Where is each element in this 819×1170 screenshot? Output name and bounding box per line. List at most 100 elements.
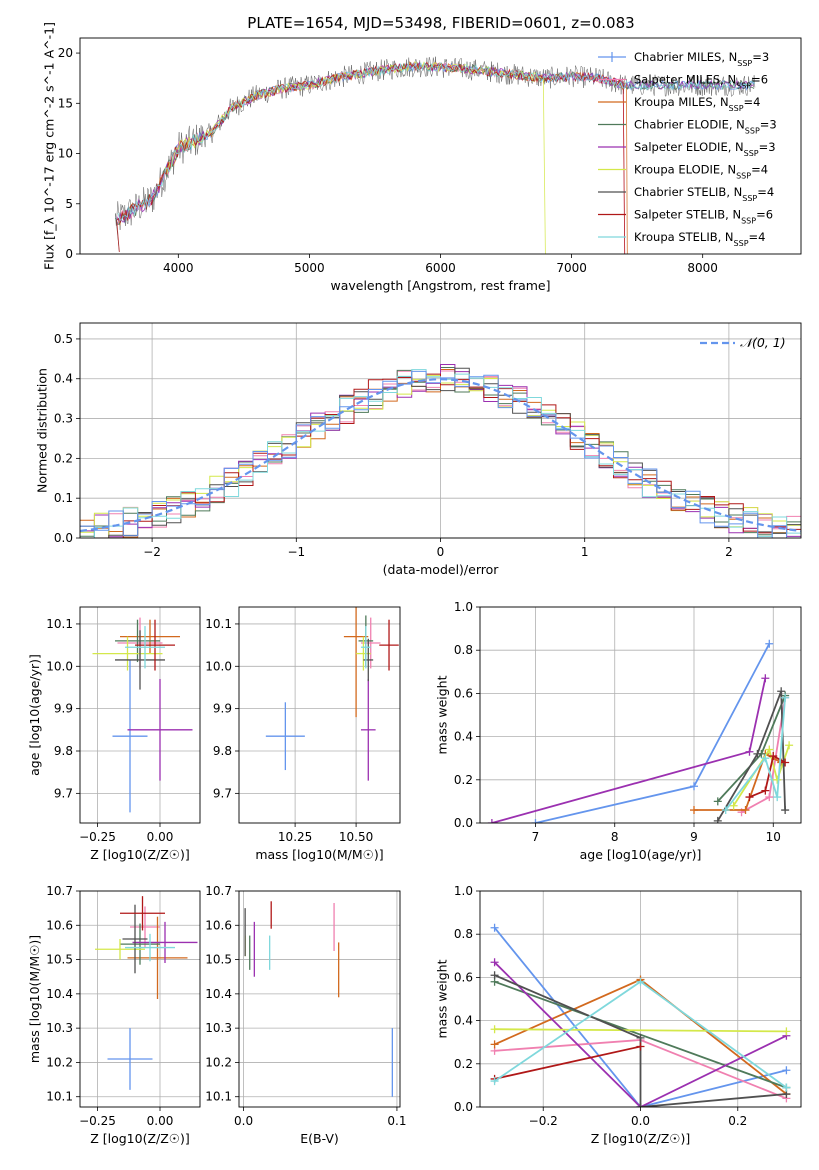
- axes-frame: [79, 322, 802, 539]
- x-tick-label: 8: [611, 830, 619, 844]
- mass-weight-marker-8: [721, 806, 730, 815]
- mass-weight-marker-0: [490, 923, 499, 932]
- plot-area: [244, 901, 393, 1097]
- legend-label-2: Kroupa MILES, NSSP=4: [634, 95, 760, 113]
- y-tick-label: 0.6: [454, 970, 473, 984]
- y-tick-label: 15: [58, 96, 73, 110]
- axes-frame: [79, 890, 201, 1108]
- legend-label-5: Kroupa ELODIE, NSSP=4: [634, 163, 768, 181]
- x-tick-label: 9: [690, 830, 698, 844]
- mass-weight-marker-0: [782, 1066, 791, 1075]
- plot-area: [115, 56, 756, 254]
- y-tick-label: 0.2: [454, 773, 473, 787]
- axes-age_vs_Z: −0.25 0.00 9.7 9.8 9.9 10.0 10.1 Z [log10(Z/Z☉)…: [27, 606, 201, 862]
- axes-frame: [238, 606, 401, 824]
- x-tick-label: 0: [437, 545, 445, 559]
- mass-weight-marker-6: [753, 749, 762, 758]
- x-axis-label: age [log10(age/yr)]: [580, 847, 702, 862]
- y-tick-label: 10.1: [46, 617, 73, 631]
- axes-spectrum: 4000 5000 6000 7000 8000 0 5 10 15 20 wavelength […: [42, 22, 802, 293]
- mass-weight-marker-7: [636, 1042, 645, 1051]
- x-tick-label: 10.50: [339, 830, 373, 844]
- mass-weight-line-7: [494, 1045, 641, 1080]
- y-tick-label: 10.5: [46, 953, 73, 967]
- y-tick-label: 0.5: [54, 332, 73, 346]
- y-axis-label: age [log10(age/yr)]: [27, 654, 42, 776]
- x-tick-label: 0.0: [234, 1114, 253, 1128]
- axes-age_vs_mass: 10.25 10.50 9.7 9.8 9.9 10.0 10.1 mass [log10(M…: [205, 606, 401, 862]
- axes-frame: [238, 890, 401, 1108]
- y-tick-label: 9.8: [54, 744, 73, 758]
- x-tick-label: −0.2: [529, 1114, 558, 1128]
- legend-label-8: Kroupa STELIB, NSSP=4: [634, 230, 765, 248]
- y-axis-label: Normed distribution: [34, 368, 49, 493]
- x-axis-label: (data-model)/error: [383, 562, 500, 577]
- legend-normal-label: 𝒩(0, 1): [740, 335, 786, 350]
- mass-weight-marker-8: [636, 977, 645, 986]
- y-tick-label: 10.4: [46, 987, 73, 1001]
- figure-title: PLATE=1654, MJD=53498, FIBERID=0601, z=0…: [247, 14, 634, 32]
- mass-weight-marker-7: [781, 758, 790, 767]
- mass-weight-line-8: [724, 697, 786, 811]
- plot-area: [487, 639, 794, 823]
- histogram-step-7: [80, 373, 801, 538]
- x-tick-label: 0.00: [147, 830, 174, 844]
- mass-weight-marker-7: [761, 786, 770, 795]
- x-tick-label: 8000: [687, 261, 718, 275]
- mass-weight-marker-2: [490, 1040, 499, 1049]
- y-tick-label: 1.0: [454, 884, 473, 898]
- mass-weight-marker-6: [781, 806, 790, 815]
- mass-weight-line-6: [494, 974, 787, 1107]
- legend-label-4: Salpeter ELODIE, NSSP=3: [634, 140, 776, 158]
- spectrum-line-8: [117, 61, 756, 222]
- y-tick-label: 0.8: [454, 927, 473, 941]
- y-tick-label: 5: [65, 197, 73, 211]
- mass-weight-marker-7: [769, 752, 778, 761]
- mass-weight-line-1: [741, 697, 786, 813]
- y-tick-label: 9.7: [54, 786, 73, 800]
- mass-weight-marker-4: [487, 819, 496, 823]
- mass-weight-marker-6: [777, 687, 786, 696]
- x-tick-label: 7000: [556, 261, 587, 275]
- mass-weight-marker-3: [713, 797, 722, 806]
- x-tick-label: 2: [725, 545, 733, 559]
- mass-weight-marker-2: [741, 806, 750, 815]
- y-tick-label: 10.1: [46, 1090, 73, 1104]
- x-axis-label: E(B-V): [300, 1131, 339, 1146]
- plot-area: [92, 617, 193, 813]
- mass-weight-marker-0: [690, 782, 698, 791]
- mass-weight-marker-4: [745, 747, 754, 756]
- x-tick-label: 5000: [294, 261, 325, 275]
- y-tick-label: 10.6: [205, 918, 232, 932]
- mass-weight-line-0: [493, 927, 787, 1107]
- y-tick-label: 10.2: [205, 1055, 232, 1069]
- mass-weight-marker-4: [761, 674, 770, 683]
- y-tick-label: 0: [65, 247, 73, 261]
- y-tick-label: 0.2: [54, 451, 73, 465]
- x-tick-label: 4000: [163, 261, 194, 275]
- y-tick-label: 0.4: [54, 372, 73, 386]
- mass-weight-marker-2: [690, 806, 698, 815]
- axes-mass_vs_EBV: 0.0 0.1 10.1 10.2 10.3 10.4 10.5 10.6 10.7 E(B-V): [205, 884, 406, 1146]
- y-tick-label: 9.8: [213, 744, 232, 758]
- y-tick-label: 10: [58, 147, 73, 161]
- mass-weight-marker-5: [785, 741, 794, 750]
- y-tick-label: 0.2: [454, 1057, 473, 1071]
- spectrum-line-2: [117, 61, 628, 254]
- mass-weight-marker-8: [782, 1083, 791, 1092]
- y-tick-label: 10.1: [205, 617, 232, 631]
- y-tick-label: 10.3: [205, 1021, 232, 1035]
- y-tick-label: 10.1: [205, 1090, 232, 1104]
- y-tick-label: 10.5: [205, 953, 232, 967]
- mass-weight-marker-5: [773, 775, 782, 784]
- y-axis-label: mass weight: [434, 959, 449, 1038]
- plot-area: [265, 607, 399, 781]
- mass-weight-marker-6: [636, 1033, 645, 1042]
- axes-frame: [79, 37, 802, 255]
- histogram-step-0: [80, 370, 801, 538]
- x-tick-label: 0.0: [631, 1114, 650, 1128]
- plot-area: [490, 923, 791, 1107]
- legend-label-7: Salpeter STELIB, NSSP=6: [634, 208, 773, 226]
- x-tick-label: −0.25: [79, 830, 116, 844]
